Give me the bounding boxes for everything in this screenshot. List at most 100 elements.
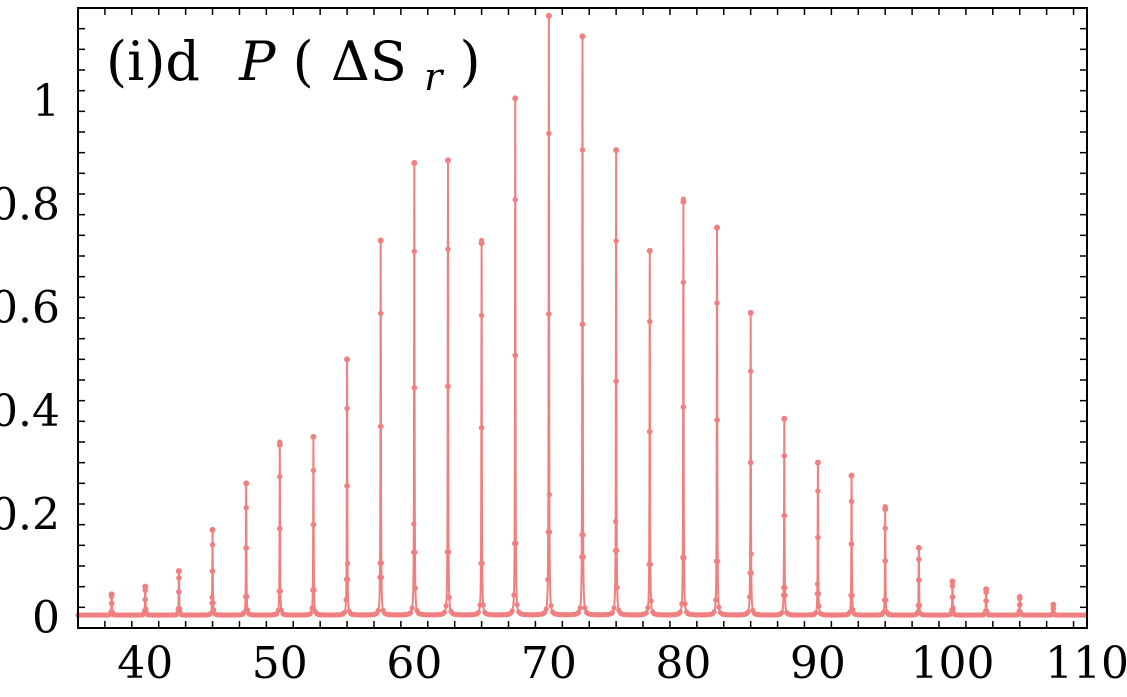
curve-marker (850, 606, 856, 613)
curve-marker (580, 147, 586, 153)
y-tick-label: 0.6 (0, 283, 60, 334)
curve-marker (173, 611, 180, 618)
curve-marker (680, 279, 687, 285)
curve-marker (513, 540, 519, 546)
curve-marker (446, 549, 452, 555)
curve-marker (345, 560, 351, 566)
curve-marker (916, 556, 922, 562)
curve-marker (677, 609, 683, 615)
curve-marker (546, 311, 552, 317)
curve-marker (277, 525, 283, 532)
curve-marker (815, 534, 821, 541)
curve-marker (412, 385, 418, 391)
curve-marker (647, 561, 654, 568)
curve-marker (548, 603, 554, 609)
curve-marker (1051, 610, 1057, 616)
peak-point (949, 578, 956, 585)
panel-label-delta: ΔS (331, 30, 407, 93)
curve-marker (378, 310, 384, 316)
peak-point (512, 95, 519, 102)
curve-marker (748, 551, 754, 557)
curve-marker (343, 597, 349, 603)
curve-marker (950, 607, 956, 613)
curve-marker (779, 610, 785, 616)
x-tick-label: 60 (386, 638, 442, 689)
curve-marker (611, 605, 617, 611)
curve-marker (142, 596, 149, 603)
curve-marker (1017, 602, 1023, 608)
curve-marker (344, 405, 350, 411)
curve-marker (143, 608, 149, 614)
curve-marker (479, 560, 485, 566)
curve-marker (277, 473, 283, 480)
curve-marker (849, 592, 855, 599)
curve-marker (643, 610, 649, 616)
curve-marker (613, 518, 619, 525)
peak-point (1016, 594, 1023, 600)
curve-marker (983, 598, 989, 604)
curve-marker (711, 609, 717, 615)
curve-marker (647, 318, 653, 325)
curve-marker (575, 609, 582, 616)
series-line (78, 13, 1087, 617)
curve-marker (443, 603, 449, 609)
curve-marker (307, 610, 314, 617)
peak-point (310, 433, 317, 440)
curve-marker (582, 605, 588, 611)
curve-marker (411, 521, 417, 527)
curve-marker (441, 609, 448, 615)
curve-marker (210, 568, 216, 574)
curve-marker (849, 498, 855, 504)
curve-marker (882, 558, 889, 564)
peak-point (344, 356, 351, 363)
panel-label-func: P (238, 30, 277, 93)
curve-marker (714, 417, 720, 423)
peak-point (680, 198, 687, 205)
curve-marker (746, 594, 753, 600)
peak-point (209, 526, 216, 533)
curve-marker (479, 312, 485, 318)
panel-label-open: ( (293, 30, 314, 93)
peak-point (848, 472, 855, 479)
curve-marker (176, 589, 182, 595)
curve-marker (816, 591, 822, 597)
peak-point (108, 591, 115, 598)
peak-point (411, 160, 418, 166)
curve-marker (916, 602, 923, 609)
curve-marker (782, 592, 788, 598)
curve-marker (580, 554, 586, 560)
peak-point (882, 506, 889, 513)
curve-marker (681, 404, 687, 410)
curve-marker (716, 604, 722, 610)
curve-marker (411, 248, 418, 254)
curve-marker (813, 610, 819, 616)
peak-point (579, 33, 586, 40)
curve-marker (950, 583, 956, 589)
curve-marker (745, 609, 751, 615)
curve-marker (882, 525, 888, 531)
curve-marker (781, 453, 788, 459)
x-tick-label: 90 (790, 638, 846, 689)
curve-marker (309, 605, 315, 611)
curve-marker (511, 592, 517, 598)
curve-marker (176, 606, 183, 612)
curve-marker (479, 425, 485, 431)
curve-marker (681, 555, 687, 561)
peak-point (781, 415, 788, 422)
curve-marker (580, 532, 586, 538)
curve-marker (244, 607, 251, 613)
curve-marker (546, 529, 553, 535)
peak-point (142, 583, 149, 590)
peak-point (175, 568, 182, 575)
y-tick-label: 0.4 (0, 386, 60, 437)
curve-marker (311, 522, 317, 528)
peak-point (646, 247, 653, 254)
curve-marker (210, 600, 216, 606)
curve-marker (609, 610, 615, 616)
peak-point (983, 586, 990, 593)
curve-marker (748, 368, 754, 374)
curve-marker (345, 576, 351, 582)
curve-marker (412, 549, 418, 555)
curve-marker (512, 196, 518, 203)
